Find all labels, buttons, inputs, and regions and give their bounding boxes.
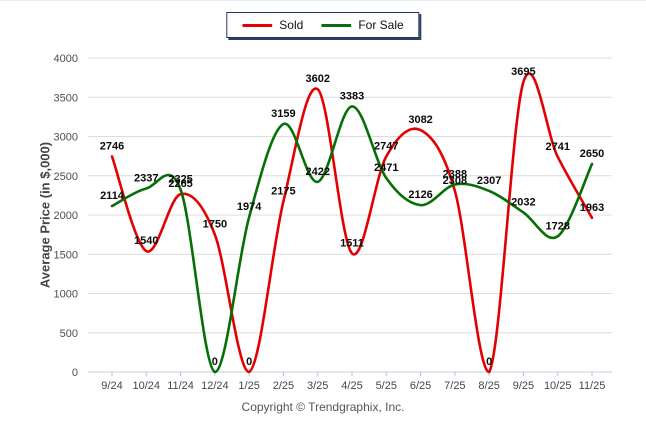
y-tick-label: 1500 xyxy=(54,249,78,261)
legend: Sold For Sale xyxy=(226,12,420,38)
data-label-sold: 3695 xyxy=(511,66,535,78)
y-tick-label: 3000 xyxy=(54,132,78,144)
data-label-for-sale: 2650 xyxy=(580,148,604,160)
data-label-sold: 2308 xyxy=(443,175,467,187)
for-sale-line-swatch xyxy=(321,23,352,27)
data-label-for-sale: 2307 xyxy=(477,175,501,187)
x-tick-label: 11/24 xyxy=(167,380,194,392)
data-label-sold: 1963 xyxy=(580,202,604,214)
x-tick-label: 9/25 xyxy=(513,380,534,392)
data-label-for-sale: 3159 xyxy=(271,108,295,120)
data-label-for-sale: 2032 xyxy=(511,196,535,208)
for-sale-line xyxy=(110,105,594,374)
data-label-sold: 0 xyxy=(246,356,252,368)
y-tick-label: 1000 xyxy=(54,289,78,301)
data-label-sold: 2747 xyxy=(374,140,398,152)
x-tick-label: 1/25 xyxy=(238,380,259,392)
data-label-sold: 2175 xyxy=(271,185,295,197)
x-tick-label: 12/24 xyxy=(201,380,229,392)
data-label-for-sale: 2422 xyxy=(305,166,329,178)
data-label-sold: 1750 xyxy=(203,219,227,231)
x-tick-label: 5/25 xyxy=(376,380,397,392)
data-label-for-sale: 2325 xyxy=(168,173,192,185)
x-tick-label: 11/25 xyxy=(579,380,606,392)
data-label-for-sale: 1974 xyxy=(237,201,262,213)
data-label-sold: 1511 xyxy=(340,237,364,249)
x-tick-label: 10/24 xyxy=(133,380,161,392)
y-tick-label: 2000 xyxy=(54,210,78,222)
data-label-for-sale: 0 xyxy=(212,356,218,368)
legend-item-sold: Sold xyxy=(242,18,303,32)
y-tick-label: 3500 xyxy=(54,92,78,104)
copyright-text: Copyright © Trendgraphix, Inc. xyxy=(241,400,405,414)
data-label-sold: 2741 xyxy=(545,141,569,153)
data-label-sold: 2746 xyxy=(100,140,124,152)
x-tick-label: 10/25 xyxy=(544,380,572,392)
x-tick-label: 7/25 xyxy=(444,380,465,392)
data-label-for-sale: 2337 xyxy=(134,173,158,185)
data-label-for-sale: 2471 xyxy=(374,162,398,174)
x-tick-label: 4/25 xyxy=(341,380,362,392)
legend-label-sold: Sold xyxy=(279,18,304,32)
x-tick-label: 8/25 xyxy=(478,380,499,392)
data-label-sold: 0 xyxy=(486,356,492,368)
x-tick-label: 3/25 xyxy=(307,380,328,392)
data-label-for-sale: 1728 xyxy=(545,220,569,232)
y-tick-label: 0 xyxy=(72,367,78,379)
y-tick-label: 2500 xyxy=(54,171,78,183)
x-tick-label: 2/25 xyxy=(273,380,294,392)
sold-line-swatch xyxy=(242,23,273,27)
data-label-for-sale: 2388 xyxy=(443,169,467,181)
legend-label-for-sale: For Sale xyxy=(358,18,404,32)
sold-line xyxy=(110,72,594,374)
data-label-for-sale: 2126 xyxy=(408,189,432,201)
data-label-for-sale: 3383 xyxy=(340,90,364,102)
y-axis-title: Average Price (in $,000) xyxy=(37,141,53,289)
data-label-sold: 3082 xyxy=(408,114,432,126)
y-tick-label: 500 xyxy=(60,328,78,340)
data-label-sold: 3602 xyxy=(305,73,329,85)
data-label-for-sale: 2114 xyxy=(100,190,125,202)
legend-item-for-sale: For Sale xyxy=(321,18,404,32)
x-tick-label: 9/24 xyxy=(101,380,122,392)
y-tick-label: 4000 xyxy=(54,53,78,65)
x-tick-label: 6/25 xyxy=(410,380,431,392)
data-label-sold: 2265 xyxy=(168,178,192,190)
data-label-sold: 1540 xyxy=(134,235,158,247)
